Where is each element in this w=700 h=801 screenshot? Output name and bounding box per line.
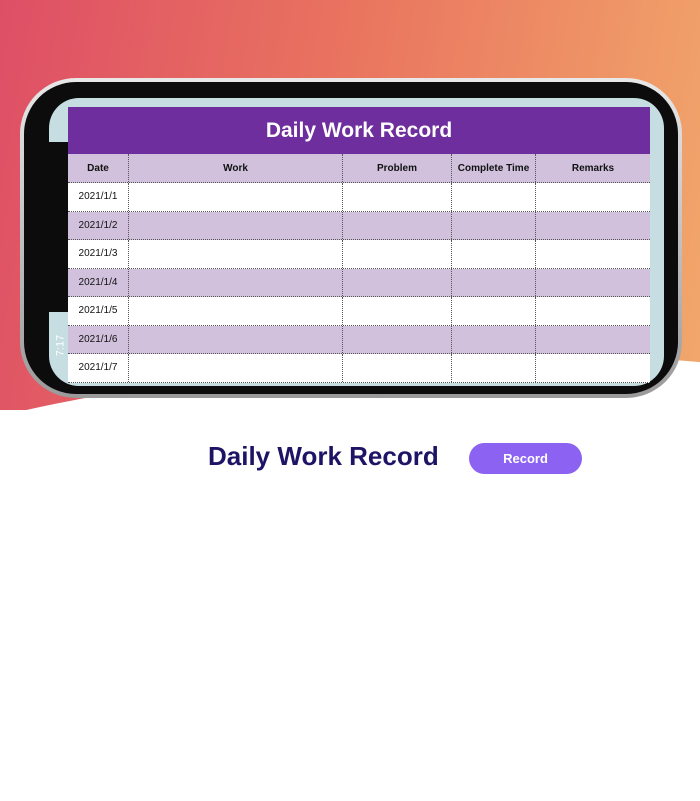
table-cell[interactable] [343,240,452,268]
table-cell[interactable] [536,297,650,325]
column-header: Remarks [571,162,615,174]
table-cell[interactable] [129,211,343,239]
column-header: Work [129,154,343,182]
table-cell[interactable] [452,297,536,325]
sheet-title: Daily Work Record [68,107,650,154]
table-cell[interactable] [536,240,650,268]
table-cell[interactable] [536,269,650,297]
table-cell[interactable]: 2021/1/2 [68,211,129,239]
table-cell[interactable] [536,212,650,240]
table-cell[interactable] [129,183,343,211]
table-cell[interactable] [343,183,452,211]
column-header: Complete Time [452,154,536,182]
table-cell[interactable] [452,268,536,296]
table-cell[interactable] [129,268,343,296]
table-cell[interactable] [129,354,343,382]
table-row: 2021/1/3 [68,240,650,269]
table-row: 2021/1/7 [68,354,650,383]
table-cell[interactable]: 2021/1/1 [68,183,129,211]
table-cell[interactable] [536,354,650,382]
status-time: 7:17 [54,334,67,357]
table-cell[interactable] [343,268,452,296]
table-cell[interactable] [452,211,536,239]
work-record-table: Daily Work Record Date Work Problem Complet… [68,107,650,383]
column-header: Date [68,154,129,182]
table-cell[interactable] [452,183,536,211]
table-cell[interactable]: 2021/1/5 [68,297,129,325]
record-button[interactable]: Record [469,443,582,474]
table-cell[interactable] [343,354,452,382]
table-cell[interactable]: 2021/1/4 [68,268,129,296]
table-row: 2021/1/6 [68,325,650,354]
table-cell[interactable]: 2021/1/3 [68,240,129,268]
table-header: Date Work Problem Complete Time Remarks [68,154,650,183]
table-cell[interactable] [536,326,650,354]
table-cell[interactable] [129,297,343,325]
page-caption: Daily Work Record [208,441,439,471]
table-row: 2021/1/5 [68,297,650,326]
table-row: 2021/1/2 [68,211,650,240]
table-cell[interactable] [452,240,536,268]
table-cell[interactable] [343,211,452,239]
table-cell[interactable] [536,183,650,211]
table-row: 2021/1/1 [68,183,650,212]
column-header: Problem [343,154,452,182]
table-cell[interactable]: 2021/1/7 [68,354,129,382]
table-row: 2021/1/4 [68,268,650,297]
table-cell[interactable] [343,325,452,353]
background-white [0,410,700,525]
table-cell[interactable] [452,354,536,382]
table-cell[interactable] [129,325,343,353]
table-cell[interactable] [343,297,452,325]
table-cell[interactable] [129,240,343,268]
table-cell[interactable]: 2021/1/6 [68,325,129,353]
table-cell[interactable] [452,325,536,353]
